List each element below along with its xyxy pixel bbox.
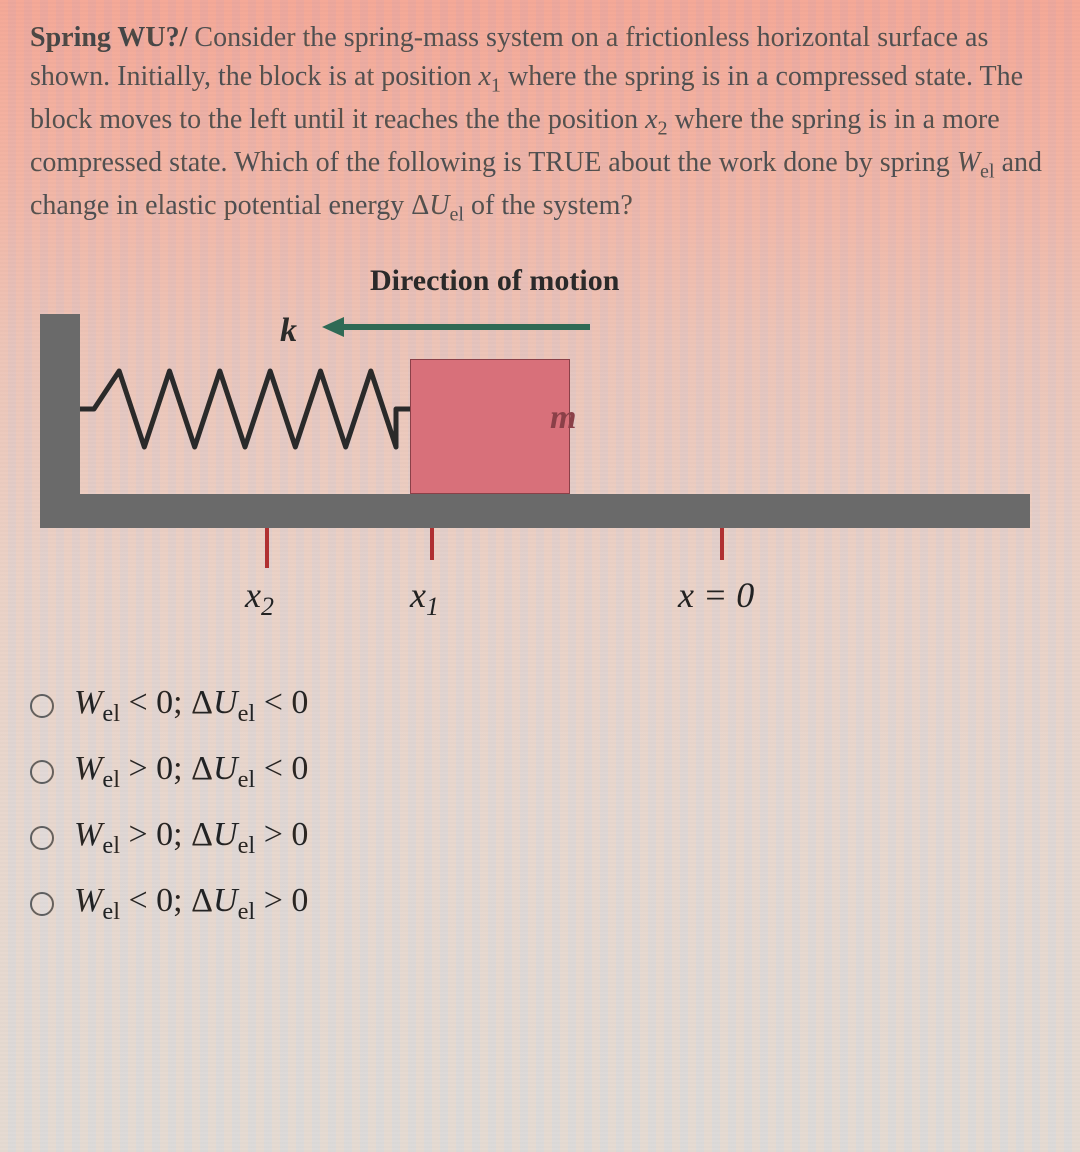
option-text: Wel < 0; ΔUel > 0	[74, 882, 308, 926]
question-title: Spring WU?/	[30, 22, 187, 53]
q-x1: x	[478, 61, 490, 92]
radio-icon[interactable]	[30, 892, 54, 916]
q-U-sub: el	[449, 203, 464, 225]
q-W-sub: el	[980, 160, 995, 182]
q-part-5: of the system?	[464, 190, 633, 221]
q-U: U	[429, 190, 449, 221]
q-delta: Δ	[411, 190, 429, 221]
answer-options: Wel < 0; ΔUel < 0 Wel > 0; ΔUel < 0 Wel > …	[30, 684, 1050, 925]
radio-icon[interactable]	[30, 826, 54, 850]
direction-label: Direction of motion	[370, 264, 619, 298]
radio-icon[interactable]	[30, 694, 54, 718]
q-x2: x	[645, 104, 657, 135]
position-tick	[265, 528, 269, 568]
mass-label: m	[550, 399, 576, 437]
q-x1-sub: 1	[491, 75, 501, 97]
radio-icon[interactable]	[30, 760, 54, 784]
answer-option[interactable]: Wel < 0; ΔUel > 0	[30, 882, 1050, 926]
option-text: Wel > 0; ΔUel > 0	[74, 816, 308, 860]
floor	[40, 494, 1030, 528]
option-text: Wel > 0; ΔUel < 0	[74, 750, 308, 794]
position-label: x2	[245, 574, 274, 622]
motion-arrow	[340, 324, 590, 330]
option-text: Wel < 0; ΔUel < 0	[74, 684, 308, 728]
q-x2-sub: 2	[658, 118, 668, 140]
position-tick	[430, 528, 434, 560]
spring-coil	[80, 366, 410, 452]
question-text: Spring WU?/ Consider the spring-mass sys…	[30, 18, 1050, 228]
answer-option[interactable]: Wel > 0; ΔUel < 0	[30, 750, 1050, 794]
answer-option[interactable]: Wel > 0; ΔUel > 0	[30, 816, 1050, 860]
spring-diagram: Direction of motion k m x2 x1 x = 0	[30, 264, 1030, 644]
position-label: x = 0	[678, 574, 754, 616]
wall	[40, 314, 80, 514]
mass-block	[410, 359, 570, 494]
answer-option[interactable]: Wel < 0; ΔUel < 0	[30, 684, 1050, 728]
q-W: W	[957, 147, 980, 178]
motion-arrow-head	[322, 317, 344, 337]
position-tick	[720, 528, 724, 560]
position-label: x1	[410, 574, 439, 622]
spring-constant-label: k	[280, 312, 297, 350]
